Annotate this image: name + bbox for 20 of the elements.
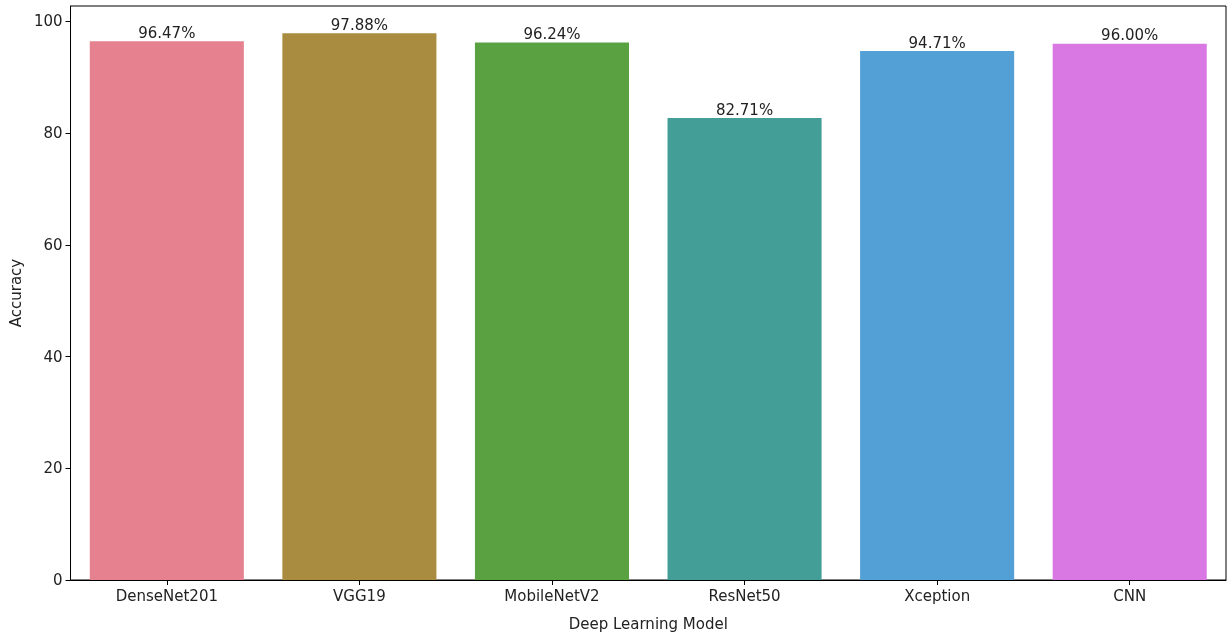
x-tick-label: MobileNetV2	[504, 586, 600, 605]
x-axis-title: Deep Learning Model	[568, 614, 728, 633]
data-label: 82.71%	[715, 100, 774, 119]
data-label: 97.88%	[330, 15, 388, 34]
y-tick-label: 40	[43, 347, 63, 366]
y-axis-title: Accuracy	[6, 258, 25, 328]
x-tick-label: CNN	[1113, 586, 1147, 605]
data-label: 96.47%	[138, 23, 196, 42]
data-label: 96.24%	[523, 24, 581, 43]
y-tick-label: 80	[43, 124, 63, 143]
y-tick-label: 60	[43, 235, 63, 254]
y-tick-label: 0	[52, 571, 63, 589]
x-tick-label: Xception	[904, 586, 971, 605]
data-label: 96.00%	[1101, 26, 1159, 45]
y-tick-label: 100	[33, 12, 63, 31]
y-tick-label: 20	[43, 459, 63, 478]
x-tick-label: DenseNet201	[115, 586, 218, 605]
data-label: 94.71%	[908, 33, 966, 52]
x-tick-label: VGG19	[333, 586, 386, 605]
x-tick-label: ResNet50	[708, 586, 781, 605]
